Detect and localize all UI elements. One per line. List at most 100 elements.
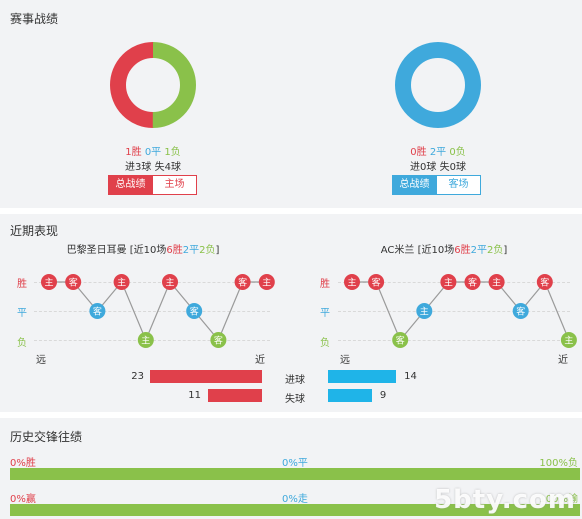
record-title: 赛事战绩 <box>10 12 59 26</box>
home-axis-draw: 平 <box>17 308 27 319</box>
away-tab-total[interactable]: 总战绩 <box>392 175 437 195</box>
home-recent-header: 巴黎圣日耳曼 [近10场6胜2平2负] <box>20 241 266 256</box>
away-conceded-bar <box>328 389 372 402</box>
home-scored-bar <box>150 370 262 383</box>
away-recent-wins: 6胜 <box>454 245 471 256</box>
home-tab-home[interactable]: 主场 <box>152 175 197 195</box>
home-gridline-draw <box>34 311 270 312</box>
home-axis-near: 近 <box>255 355 265 366</box>
home-form-marker <box>162 274 178 290</box>
home-loss-count: 1负 <box>164 147 181 158</box>
away-form-point: 客 <box>536 274 553 290</box>
away-form-lines: 主客客主主客主客客主 <box>344 274 577 348</box>
home-team-name: 巴黎圣日耳曼 <box>66 245 127 256</box>
away-form-venue-label: 主 <box>347 277 356 289</box>
record-panel: 赛事战绩 1胜 0平 1负 进3球 失4球 总战绩 主场 0胜 2平 0负 进0… <box>0 0 582 208</box>
home-form-lines: 主客客主主主客客客主 <box>41 274 275 348</box>
away-form-point: 客 <box>512 303 529 319</box>
away-form-marker <box>488 274 505 290</box>
away-form-point: 客 <box>392 332 409 348</box>
h2h-title: 历史交锋往绩 <box>10 430 83 444</box>
away-axis-draw: 平 <box>320 308 330 319</box>
home-recent-prefix: [近10场 <box>126 245 167 256</box>
home-form-marker <box>65 274 82 290</box>
goals-conceded-label: 失球 <box>285 394 305 405</box>
home-form-marker <box>89 303 106 319</box>
away-recent-losses: 2负 <box>486 245 504 256</box>
h2h-row1-left: 0%胜 <box>10 458 36 469</box>
away-form-point: 客 <box>368 274 385 290</box>
h2h-row1-mid: 0%平 <box>282 458 308 469</box>
away-wdl: 0胜 2平 0负 <box>385 143 491 158</box>
h2h-row2-bar-fill <box>10 504 580 516</box>
home-form-marker <box>234 274 251 290</box>
away-form-venue-label: 主 <box>420 306 429 318</box>
home-win-count: 1胜 <box>125 147 142 158</box>
away-record-donut <box>395 42 481 128</box>
home-conceded-bar <box>208 389 262 402</box>
away-form-marker <box>392 332 409 348</box>
away-form-marker <box>440 274 457 290</box>
away-form-point: 主 <box>560 332 577 348</box>
home-form-point: 主 <box>137 332 154 348</box>
home-form-point: 主 <box>162 274 178 290</box>
away-draw-count: 2平 <box>429 147 447 158</box>
home-scored-value: 23 <box>131 371 144 382</box>
home-form-venue-label: 客 <box>69 277 78 289</box>
away-form-venue-label: 客 <box>540 277 549 289</box>
away-scored-value: 14 <box>404 371 417 382</box>
home-form-marker <box>137 332 154 348</box>
home-form-point: 主 <box>41 274 57 290</box>
home-form-segment <box>121 281 147 341</box>
home-conceded-value: 11 <box>188 390 201 401</box>
home-form-venue-label: 主 <box>165 277 174 289</box>
away-gridline-loss <box>338 340 570 341</box>
home-form-venue-label: 主 <box>141 335 150 347</box>
home-form-point: 客 <box>89 303 106 319</box>
away-form-venue-label: 客 <box>468 277 477 289</box>
away-form-venue-label: 客 <box>396 335 405 347</box>
away-form-point: 主 <box>344 274 360 290</box>
home-form-point: 客 <box>186 303 203 319</box>
away-form-marker <box>368 274 385 290</box>
away-form-segment <box>375 281 401 341</box>
home-gridline-win <box>34 282 270 283</box>
away-form-marker <box>512 303 529 319</box>
away-form-marker <box>416 303 433 319</box>
h2h-row2-left: 0%赢 <box>10 494 36 505</box>
away-form-point: 主 <box>440 274 457 290</box>
away-recent-prefix: [近10场 <box>414 245 455 256</box>
home-form-marker <box>113 274 130 290</box>
away-tab-away[interactable]: 客场 <box>436 175 481 195</box>
home-goals-summary: 进3球 失4球 <box>125 162 181 173</box>
home-draw-count: 0平 <box>144 147 162 158</box>
home-form-segment <box>145 281 171 341</box>
away-form-venue-label: 主 <box>492 277 501 289</box>
away-form-venue-label: 客 <box>372 277 381 289</box>
away-form-point: 主 <box>488 274 505 290</box>
home-recent-losses: 2负 <box>199 245 216 256</box>
away-gridline-draw <box>338 311 570 312</box>
home-form-venue-label: 主 <box>44 277 53 289</box>
away-form-point: 客 <box>464 274 481 290</box>
h2h-row1-right: 100%负 <box>539 458 578 469</box>
away-form-venue-label: 主 <box>444 277 453 289</box>
home-form-chart: 胜 平 负 主客客主主主客客客主 远 近 <box>0 264 290 366</box>
h2h-row2-mid: 0%走 <box>282 494 308 505</box>
away-form-venue-label: 客 <box>516 306 525 318</box>
away-form-venue-label: 主 <box>564 335 573 347</box>
home-recent-wins: 6胜 <box>166 245 183 256</box>
h2h-row2-bar-track <box>10 504 580 516</box>
home-tab-total[interactable]: 总战绩 <box>108 175 153 195</box>
home-form-marker <box>210 332 227 348</box>
away-axis-loss: 负 <box>320 338 330 349</box>
away-axis-far: 远 <box>340 355 350 366</box>
home-form-segment <box>217 281 244 341</box>
home-form-marker <box>258 274 275 290</box>
home-form-point: 客 <box>234 274 251 290</box>
home-form-marker <box>186 303 203 319</box>
home-form-point: 客 <box>65 274 82 290</box>
away-form-marker <box>536 274 553 290</box>
away-team-name: AC米兰 <box>380 245 415 256</box>
h2h-row2-right: 100%输 <box>539 494 578 505</box>
